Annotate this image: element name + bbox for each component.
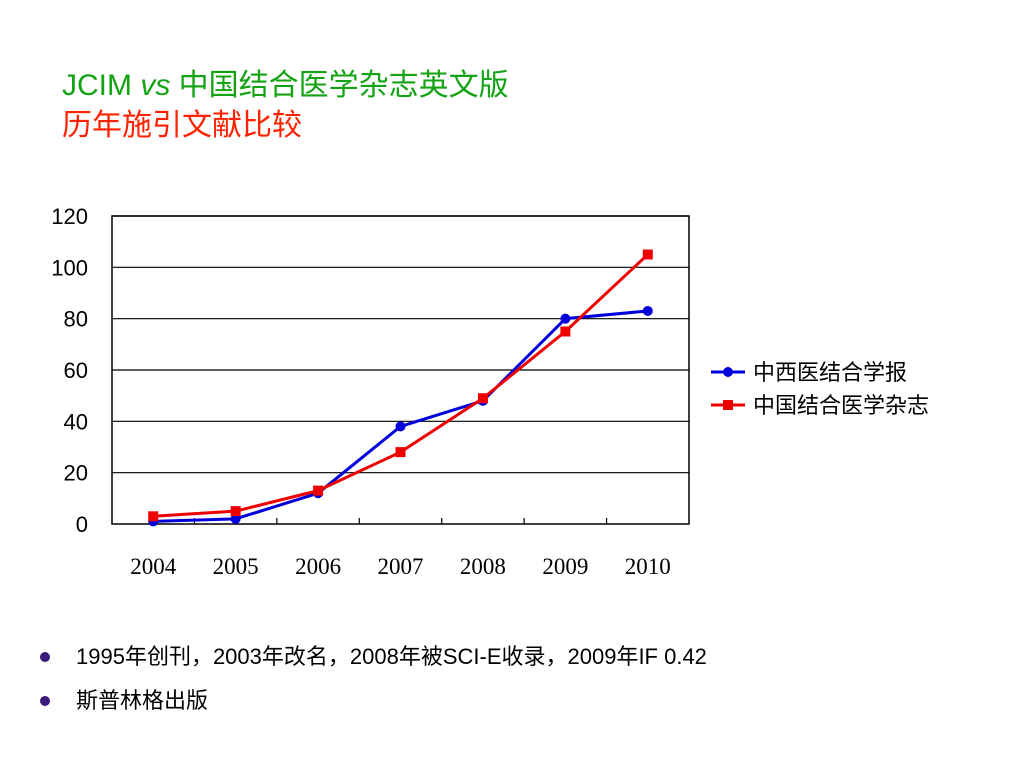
data-point (560, 313, 571, 324)
y-tick-label: 40 (64, 409, 88, 434)
x-tick-label: 2004 (130, 554, 177, 579)
legend-label: 中西医结合学报 (753, 361, 907, 386)
legend-item: 中国结合医学杂志 (711, 394, 929, 419)
citation-line-chart: 0 20 40 60 80 100 120 2004 2005 2006 2007 2008 2009… (51, 204, 929, 579)
x-tick-label: 2005 (213, 554, 259, 579)
data-point (642, 249, 653, 260)
bullet-dot-icon (40, 652, 50, 662)
x-tick-label: 2009 (542, 554, 588, 579)
slide-title: JCIM vs 中国结合医学杂志英文版 历年施引文献比较 (62, 66, 509, 146)
data-point (560, 326, 571, 337)
y-tick-label: 100 (51, 255, 88, 280)
x-tick-marks (193, 518, 608, 524)
x-tick-label: 2007 (378, 554, 424, 579)
legend-marker (723, 367, 733, 377)
y-tick-label: 80 (64, 307, 88, 332)
data-point (395, 421, 406, 432)
series-1 (148, 305, 653, 527)
x-tick-label: 2006 (295, 554, 341, 579)
title-vs: vs (140, 69, 171, 102)
bullet-item-2: 斯普林格出版 (40, 684, 707, 728)
bullet-item-1: 1995年创刊，2003年改名，2008年被SCI-E收录，2009年IF 0.… (40, 640, 707, 684)
series (148, 249, 653, 527)
title-part-1: JCIM (62, 69, 141, 102)
data-point (395, 447, 406, 458)
bullet-dot-icon (40, 696, 50, 706)
legend-label: 中国结合医学杂志 (753, 394, 929, 419)
plot-area (111, 215, 690, 525)
x-tick-label: 2008 (460, 554, 506, 579)
y-tick-label: 0 (76, 512, 88, 537)
x-tick-label: 2010 (625, 554, 671, 579)
legend-item: 中西医结合学报 (711, 361, 907, 386)
series-2 (148, 249, 653, 522)
y-tick-label: 120 (51, 204, 88, 229)
y-tick-label: 20 (64, 461, 88, 486)
data-point (313, 485, 324, 496)
data-point (230, 513, 241, 524)
gridlines (112, 215, 689, 474)
y-tick-labels: 0 20 40 60 80 100 120 (51, 204, 88, 537)
x-tick-labels: 2004 2005 2006 2007 2008 2009 2010 (130, 554, 671, 579)
y-tick-label: 60 (64, 358, 88, 383)
title-part-2: 中国结合医学杂志英文版 (170, 69, 509, 102)
bullet-text-2: 斯普林格出版 (76, 688, 209, 713)
data-point (230, 506, 241, 517)
title-line-1: JCIM vs 中国结合医学杂志英文版 (62, 66, 509, 106)
title-line-2: 历年施引文献比较 (62, 109, 302, 142)
data-point (642, 305, 653, 316)
series-line (153, 253, 649, 518)
data-point (477, 393, 488, 404)
legend-marker (723, 400, 733, 410)
data-point (148, 511, 159, 522)
bullet-list: 1995年创刊，2003年改名，2008年被SCI-E收录，2009年IF 0.… (40, 640, 707, 728)
series-line (153, 309, 648, 523)
bullet-text-1: 1995年创刊，2003年改名，2008年被SCI-E收录，2009年IF 0.… (76, 644, 707, 669)
